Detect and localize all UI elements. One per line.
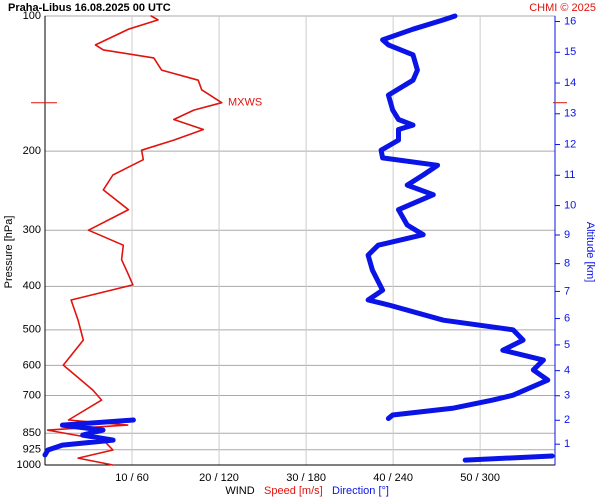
direction-label: Direction [°] [332,485,389,497]
y-tick-label: 200 [23,145,41,157]
x-tick-label: 20 / 120 [199,472,239,484]
y2-tick-label: 8 [564,258,570,270]
y-tick-label: 600 [23,359,41,371]
y2-tick-label: 2 [564,414,570,426]
wind-line [46,15,223,466]
y2-tick-label: 10 [564,199,576,211]
x-tick-label: 30 / 180 [286,472,326,484]
plot-frame [44,15,556,466]
x-tick-label: 50 / 300 [460,472,500,484]
y2-tick-label: 13 [564,108,576,120]
y2-tick-label: 14 [564,77,576,89]
y2-tick-label: 4 [564,365,570,377]
y2-tick-label: 5 [564,339,570,351]
y-tick-label: 850 [23,427,41,439]
x-tick-label: 40 / 240 [373,472,413,484]
y2-tick-label: 12 [564,138,576,150]
x-tick-label: 10 / 60 [115,472,149,484]
credit: CHMI © 2025 [529,2,596,14]
mxws-label: MXWS [228,97,262,109]
y2-tick-label: 16 [564,15,576,27]
y2-tick-label: 6 [564,312,570,324]
y-tick-label: 500 [23,324,41,336]
y2-tick-label: 7 [564,285,570,297]
y-tick-label: 100 [23,10,41,22]
chart-title: Praha-Libus 16.08.2025 00 UTC [8,2,171,14]
y2-tick-label: 9 [564,229,570,241]
y-tick-label: 400 [23,280,41,292]
y2-tick-label: 15 [564,46,576,58]
speed-label: Speed [m/s] [264,485,323,497]
y2-tick-label: 3 [564,390,570,402]
y-tick-label: 1000 [17,459,41,471]
y-tick-label: 300 [23,224,41,236]
y-axis-label: Pressure [hPa] [3,216,15,289]
y2-axis-label: Altitude [km] [584,222,596,283]
y-tick-label: 925 [23,444,41,456]
wind-line [42,13,555,463]
y2-tick-label: 1 [564,438,570,450]
y2-tick-label: 11 [564,169,575,181]
y-tick-label: 700 [23,389,41,401]
x-axis-label: WIND [225,485,254,497]
